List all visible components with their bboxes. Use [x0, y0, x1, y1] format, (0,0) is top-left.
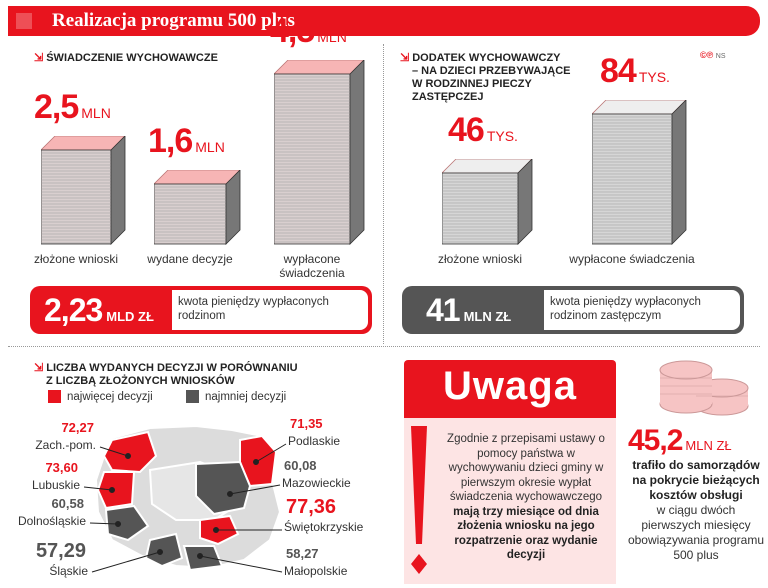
region-value: 72,27	[61, 420, 94, 435]
section1-heading: ⇲ ŚWIADCZENIE WYCHOWAWCZE	[34, 52, 218, 64]
section2-heading: ⇲ DODATEK WYCHOWAWCZY – NA DZIECI PRZEBYW…	[400, 52, 571, 103]
region-malopolskie	[182, 545, 224, 572]
paper-stack-bar	[274, 60, 365, 245]
exclamation-icon	[411, 426, 427, 574]
bar-value-label: 46 TYS.	[448, 111, 518, 149]
paper-stack-bar	[592, 100, 687, 245]
region-dolnoslaskie	[104, 504, 150, 542]
region-label: Dolnośląskie	[17, 514, 86, 528]
copyright-mark: ©℗ NS	[700, 50, 726, 60]
bar-value-label: 4,5 MLN	[270, 12, 347, 50]
bar-category-label: wypłacone świadczenia	[569, 252, 695, 266]
uwaga-body: Zgodnie z przepisami ustawy o pomocy pań…	[404, 418, 616, 584]
coins-text: trafiło do samorządów na pokrycie bieżąc…	[627, 458, 765, 562]
region-label: Małopolskie	[284, 564, 348, 578]
region-value: 71,35	[290, 416, 323, 431]
total-value: 41 MLN ZŁ	[426, 292, 512, 328]
region-mazowieckie	[195, 460, 252, 516]
bar-category-label: wypłacone świadczenia	[279, 252, 345, 280]
region-value: 60,08	[284, 458, 317, 473]
bar-value-label: 1,6 MLN	[148, 122, 225, 160]
region-zach-pom	[102, 430, 158, 474]
region-value: 77,36	[286, 496, 337, 518]
region-label: Śląskie	[49, 564, 88, 578]
bar-category-label: złożone wnioski	[437, 252, 523, 266]
region-label: Mazowieckie	[282, 476, 351, 490]
title-bar: Realizacja programu 500 plus	[8, 6, 760, 36]
region-label: Zach.-pom.	[35, 438, 96, 452]
arrow-icon: ⇲	[34, 52, 44, 64]
region-slaskie	[144, 532, 184, 568]
map-pointers	[83, 443, 287, 573]
horizontal-divider	[8, 346, 760, 347]
vertical-divider	[383, 44, 384, 344]
coins-value: 45,2 MLN ZŁ	[628, 424, 732, 457]
total-swiadczenie: 2,23 MLD ZŁ kwota pieniędzy wypłaconych r…	[30, 286, 372, 334]
bar-value-label: 2,5 MLN	[34, 88, 111, 126]
uwaga-heading: Uwaga	[443, 364, 577, 408]
region-label: Świętokrzyskie	[284, 520, 364, 534]
legend-less: najmniej decyzji	[186, 390, 286, 403]
uwaga-text: Zgodnie z przepisami ustawy o pomocy pań…	[447, 433, 605, 561]
region-value: 73,60	[45, 460, 78, 475]
bar-value-label: 84 TYS.	[600, 52, 670, 90]
flag-decoration	[16, 13, 32, 29]
legend-swatch-grey	[186, 390, 199, 403]
paper-stack-bar	[442, 159, 533, 245]
paper-stack-bar	[41, 136, 126, 245]
region-value: 58,27	[286, 546, 319, 561]
total-description: kwota pieniędzy wypłaconych rodzinom	[172, 290, 368, 330]
coins-icon	[659, 360, 749, 416]
total-description: kwota pieniędzy wypłaconych rodzinom zas…	[544, 290, 740, 330]
total-dodatek: 41 MLN ZŁ kwota pieniędzy wypłaconych rod…	[402, 286, 744, 334]
region-value: 60,58	[51, 496, 84, 511]
uwaga-box: Uwaga Zgodnie z przepisami ustawy o pomo…	[404, 360, 616, 584]
region-label: Lubuskie	[31, 478, 80, 492]
legend-more: najwięcej decyzji	[48, 390, 153, 403]
legend-swatch-red	[48, 390, 61, 403]
section3-heading: ⇲ LICZBA WYDANYCH DECYZJI W PORÓWNANIU Z …	[34, 362, 298, 387]
total-value: 2,23 MLD ZŁ	[44, 292, 154, 328]
region-value: 57,29	[35, 540, 86, 562]
arrow-icon: ⇲	[34, 362, 44, 374]
arrow-icon: ⇲	[400, 52, 410, 64]
region-label: Podlaskie	[288, 434, 341, 448]
bar-category-label: wydane decyzje	[147, 252, 233, 266]
region-lubuskie	[96, 471, 136, 510]
paper-stack-bar	[154, 170, 241, 245]
bar-category-label: złożone wnioski	[33, 252, 119, 266]
page-title: Realizacja programu 500 plus	[52, 10, 295, 31]
